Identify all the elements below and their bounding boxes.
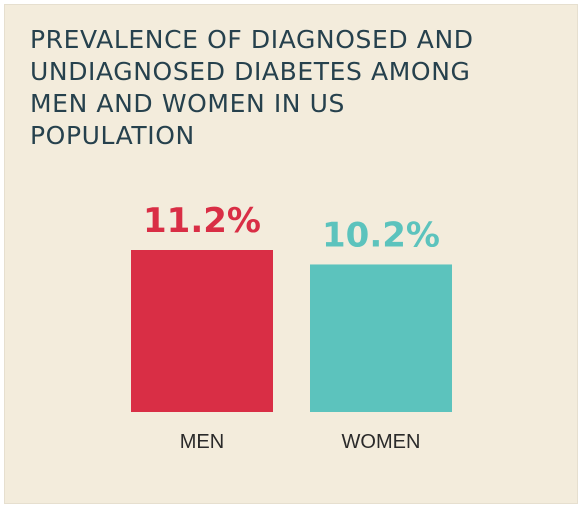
bar-women [310, 264, 452, 412]
infographic-card [4, 4, 578, 504]
category-label-women: WOMEN [342, 431, 421, 453]
chart-title: PREVALENCE OF DIAGNOSED AND UNDIAGNOSED … [30, 25, 474, 150]
value-label-women: 10.2% [322, 215, 440, 255]
value-label-men: 11.2% [143, 201, 261, 241]
bar-men [131, 250, 273, 412]
bars-layer: 11.2% MEN 10.2% WOMEN [131, 201, 452, 453]
category-label-men: MEN [180, 431, 224, 453]
